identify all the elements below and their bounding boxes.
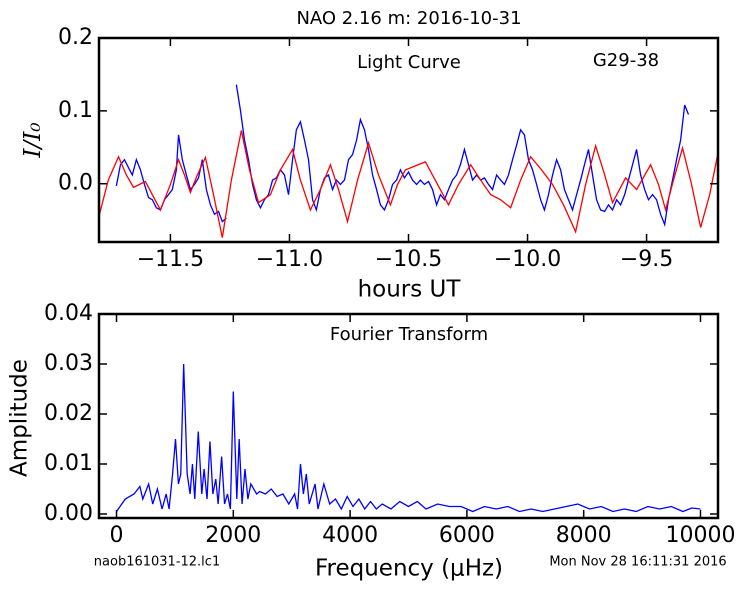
y-tick-label: 0.2 bbox=[58, 25, 93, 50]
x-tick-label: 6000 bbox=[439, 523, 495, 548]
x-tick-label: −11.0 bbox=[256, 247, 323, 272]
data-line bbox=[99, 130, 718, 238]
x-tick-label: −9.5 bbox=[620, 247, 673, 272]
data-line bbox=[115, 363, 701, 513]
annotation: G29-38 bbox=[593, 50, 659, 71]
axes-frame bbox=[97, 312, 720, 520]
y-tick-label: 0.03 bbox=[44, 351, 93, 376]
footer-right: Mon Nov 28 16:11:31 2016 bbox=[549, 555, 726, 570]
annotation: Fourier Transform bbox=[330, 324, 488, 345]
annotation: Light Curve bbox=[357, 52, 461, 73]
y-tick-label: 0.01 bbox=[44, 451, 93, 476]
x-axis-label: Frequency (μHz) bbox=[315, 556, 503, 582]
x-tick-label: 10000 bbox=[665, 523, 735, 548]
x-tick-label: 4000 bbox=[322, 523, 378, 548]
x-tick-label: 8000 bbox=[556, 523, 612, 548]
y-tick-label: 0.04 bbox=[44, 301, 93, 326]
y-tick-label: 0.0 bbox=[58, 171, 93, 196]
x-tick-label: 0 bbox=[110, 523, 124, 548]
y-axis-label: Amplitude bbox=[7, 359, 33, 477]
x-tick-label: −11.5 bbox=[137, 247, 204, 272]
x-tick-label: −10.5 bbox=[375, 247, 442, 272]
footer-left: naob161031-12.lc1 bbox=[94, 555, 220, 570]
y-axis-label: I/I₀ bbox=[20, 122, 46, 158]
y-tick-label: 0.00 bbox=[44, 501, 93, 526]
y-tick-label: 0.1 bbox=[58, 98, 93, 123]
figure-title: NAO 2.16 m: 2016-10-31 bbox=[296, 8, 521, 29]
y-tick-label: 0.02 bbox=[44, 401, 93, 426]
data-line bbox=[115, 84, 690, 227]
x-tick-label: 2000 bbox=[205, 523, 261, 548]
x-tick-label: −10.0 bbox=[494, 247, 561, 272]
x-axis-label: hours UT bbox=[358, 277, 462, 303]
